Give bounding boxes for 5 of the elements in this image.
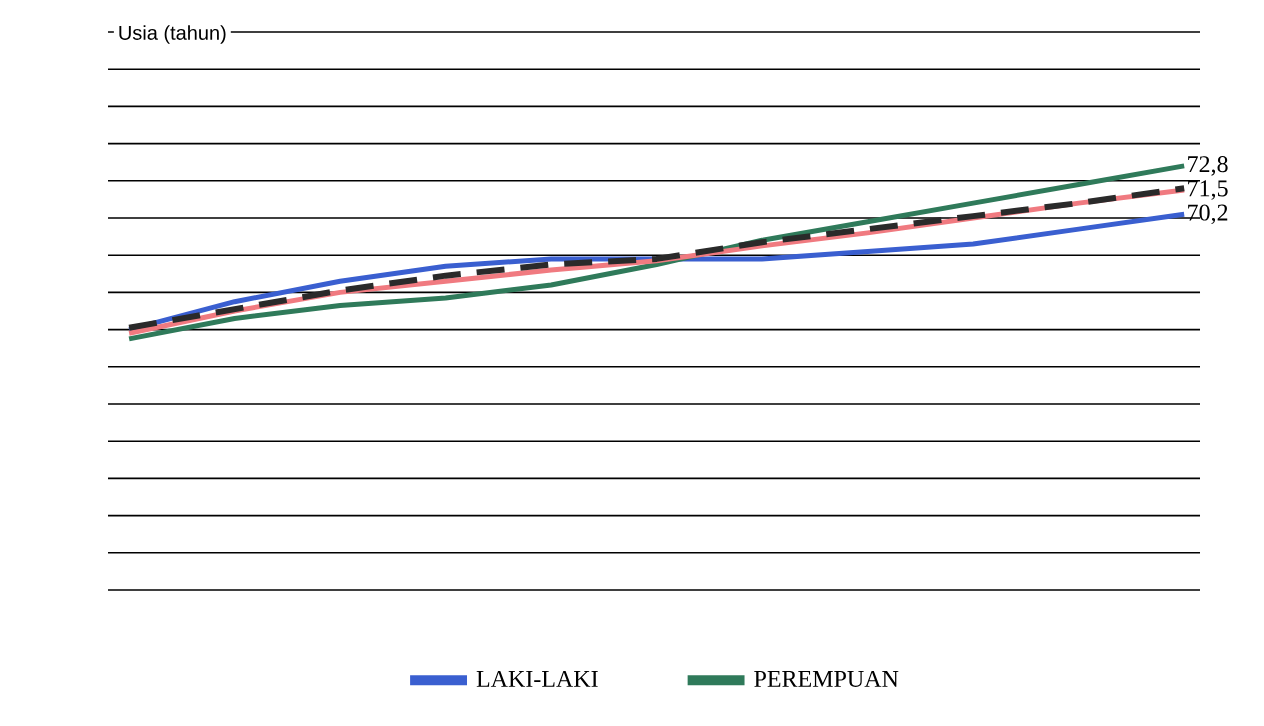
y-axis-title: Usia (tahun) (119, 25, 226, 44)
legend-label: PEREMPUAN (754, 670, 899, 687)
data-label: 70,2 (1188, 204, 1228, 225)
legend-label: LAKI-LAKI (476, 670, 598, 687)
data-label: 72,8 (1188, 156, 1228, 176)
